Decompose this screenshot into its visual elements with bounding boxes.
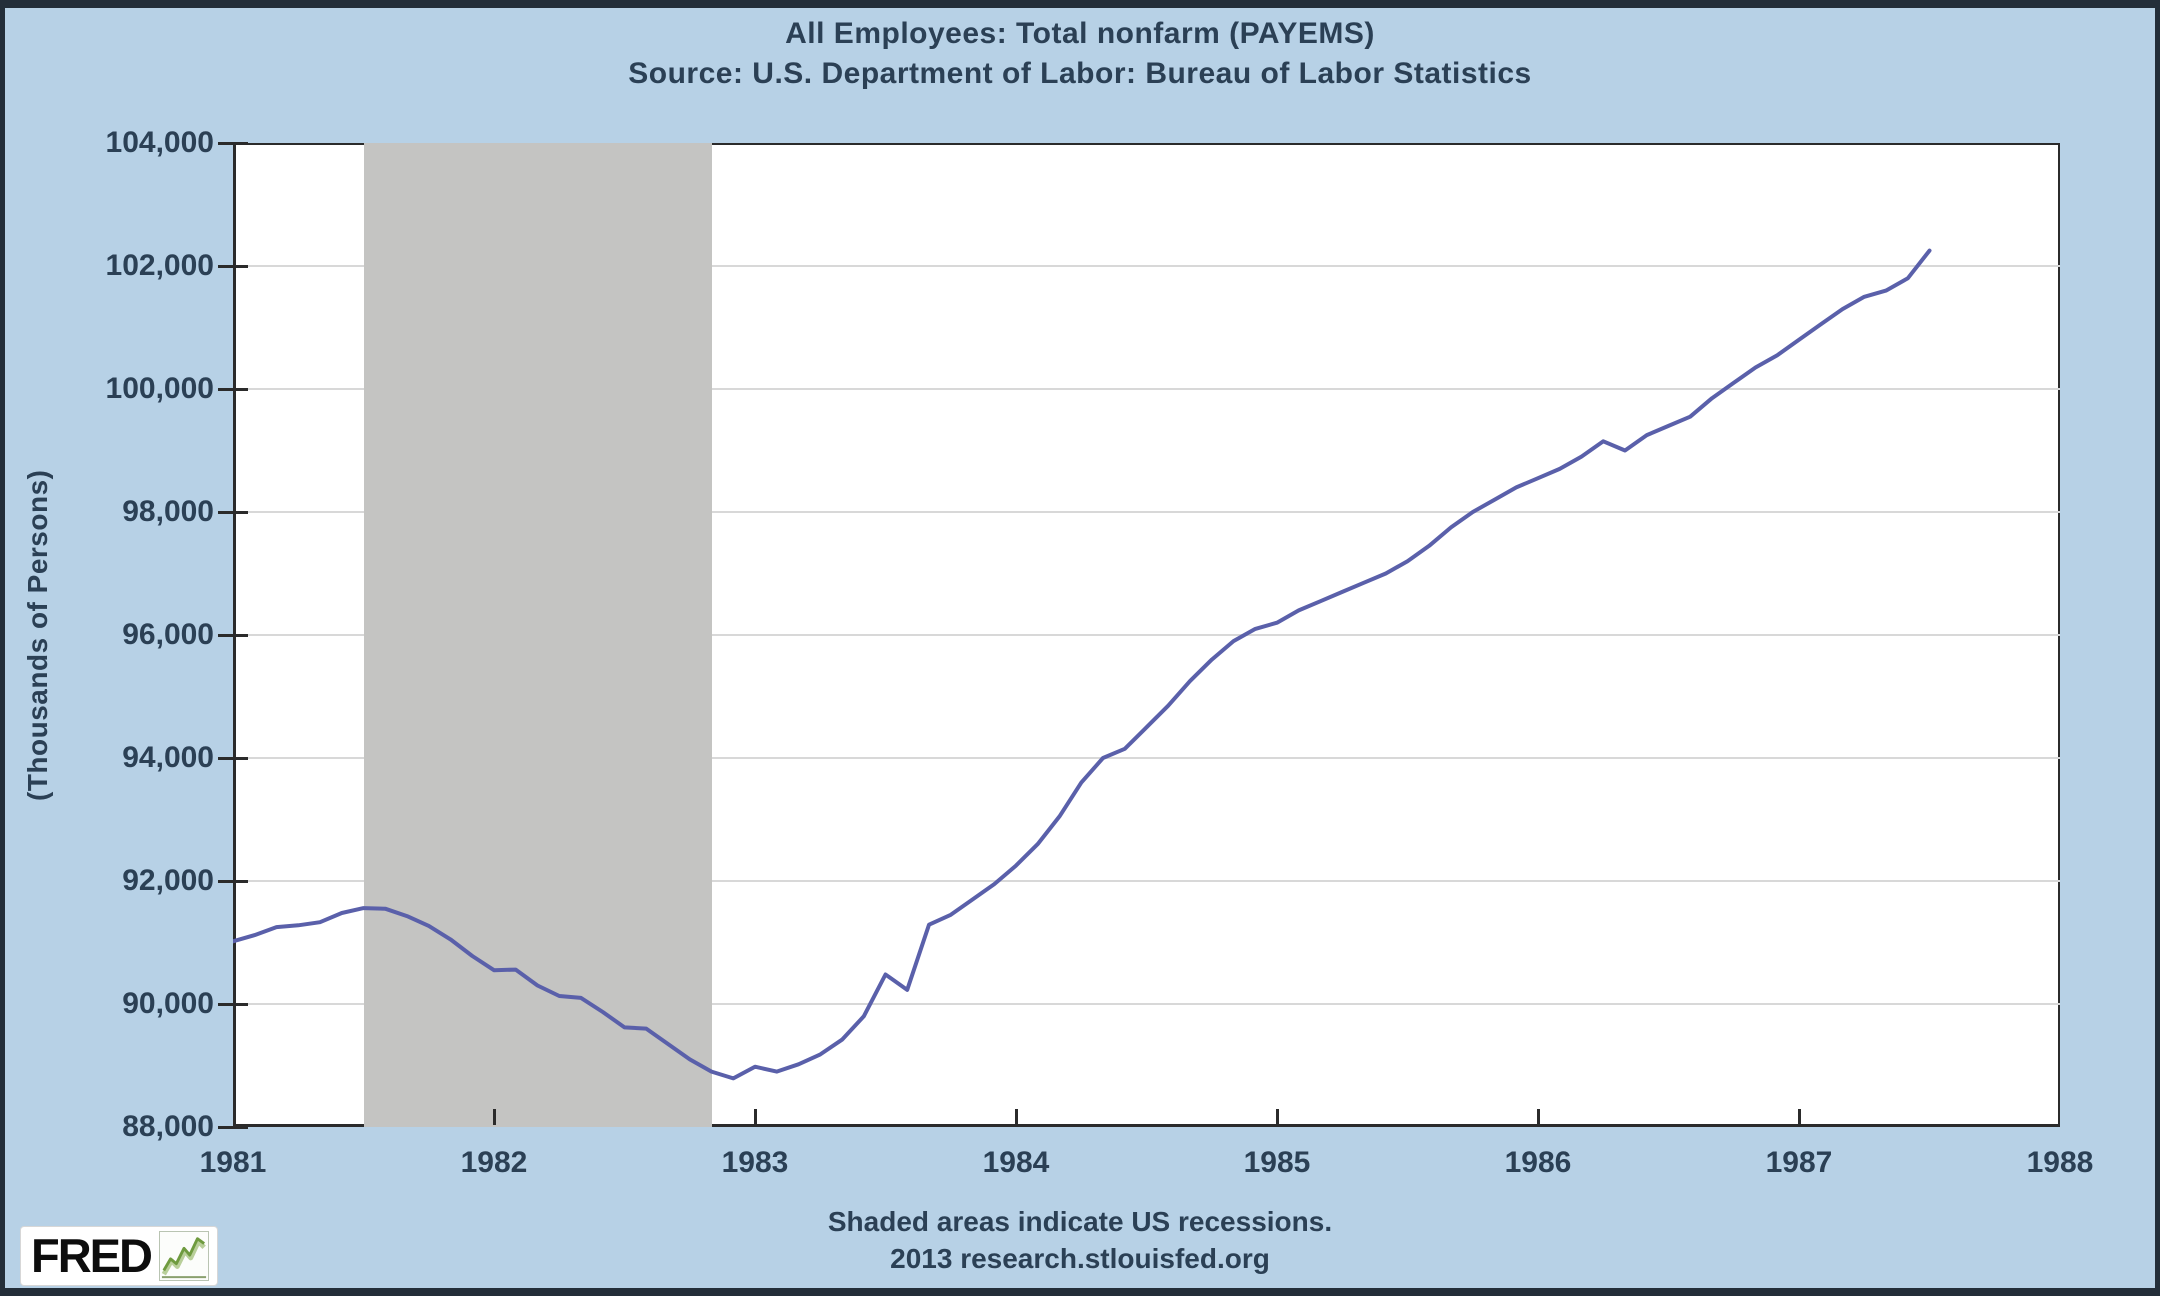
y-tick-label: 96,000 — [122, 618, 214, 651]
x-tick-mark — [493, 1109, 496, 1125]
y-tick-mark — [218, 880, 248, 883]
y-tick-label: 100,000 — [105, 372, 214, 405]
frame-border-top — [0, 0, 2160, 8]
recession-band — [363, 143, 712, 1127]
x-tick-label: 1985 — [1243, 1146, 1311, 1179]
frame-border-bottom — [0, 1288, 2160, 1296]
x-tick-label: 1986 — [1504, 1146, 1572, 1179]
plot-area — [233, 143, 2060, 1127]
x-tick-label: 1983 — [721, 1146, 789, 1179]
x-tick-label: 1988 — [2026, 1146, 2094, 1179]
y-tick-label: 94,000 — [122, 741, 214, 774]
payems-series-line — [233, 248, 1932, 1081]
y-gridline — [233, 265, 2060, 267]
y-gridline — [233, 388, 2060, 390]
frame-border-right — [2155, 0, 2160, 1296]
x-tick-label: 1987 — [1765, 1146, 1833, 1179]
x-tick-mark — [1015, 1109, 1018, 1125]
x-tick-mark — [1798, 1109, 1801, 1125]
credit-line: 2013 research.stlouisfed.org — [890, 1243, 1270, 1274]
line-chart-icon — [158, 1231, 209, 1281]
chart-source: Source: U.S. Department of Labor: Bureau… — [628, 57, 1532, 90]
recession-note: Shaded areas indicate US recessions. — [827, 1206, 1333, 1237]
y-tick-mark — [218, 511, 248, 514]
x-tick-label: 1982 — [460, 1146, 528, 1179]
x-tick-label: 1984 — [982, 1146, 1050, 1179]
y-gridline — [233, 511, 2060, 513]
y-tick-label: 104,000 — [105, 126, 214, 159]
y-tick-mark — [218, 634, 248, 637]
x-tick-mark — [1537, 1109, 1540, 1125]
y-tick-mark — [218, 142, 248, 145]
x-tick-label: 1981 — [199, 1146, 267, 1179]
fred-logo-text: FRED — [31, 1229, 153, 1282]
y-tick-label: 92,000 — [122, 864, 214, 897]
x-tick-mark — [1276, 1109, 1279, 1125]
y-tick-label: 98,000 — [122, 495, 214, 528]
frame-border-left — [0, 0, 5, 1296]
y-tick-mark — [218, 265, 248, 268]
y-tick-label: 88,000 — [122, 1110, 214, 1143]
fred-logo: FRED — [20, 1226, 218, 1286]
x-tick-mark — [754, 1109, 757, 1125]
chart-title: All Employees: Total nonfarm (PAYEMS) — [785, 17, 1375, 50]
y-tick-mark — [218, 1126, 248, 1129]
y-tick-label: 102,000 — [105, 249, 214, 282]
y-gridline — [233, 757, 2060, 759]
y-tick-mark — [218, 388, 248, 391]
y-tick-label: 90,000 — [122, 987, 214, 1020]
y-gridline — [233, 880, 2060, 882]
series-svg — [233, 248, 1932, 1081]
y-tick-mark — [218, 1003, 248, 1006]
plot-inner — [233, 143, 2060, 1127]
y-gridline — [233, 634, 2060, 636]
y-tick-mark — [218, 757, 248, 760]
y-gridline — [233, 1003, 2060, 1005]
